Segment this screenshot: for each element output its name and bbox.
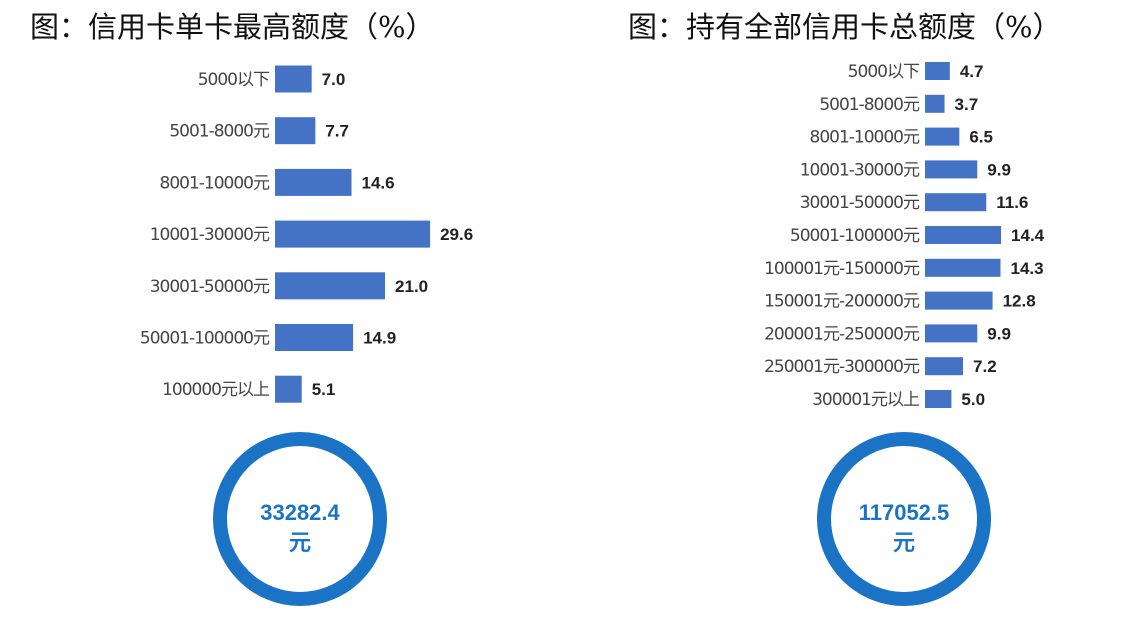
bar: [925, 324, 978, 343]
data-label: 5.0: [961, 390, 985, 409]
summary-value: 117052.5: [859, 500, 950, 525]
bar: [275, 65, 312, 93]
data-label: 7.2: [973, 357, 997, 376]
bar: [275, 272, 386, 300]
category-label: 100000元以上: [162, 380, 270, 400]
bar: [925, 127, 960, 146]
bar: [275, 117, 316, 145]
category-label: 30001-50000元: [150, 277, 270, 297]
bar: [925, 226, 1002, 244]
bar: [925, 291, 993, 310]
category-label: 10001-30000元: [150, 225, 270, 245]
summary-value: 33282.4: [260, 500, 340, 525]
summary-ring: [817, 432, 991, 606]
bar: [925, 390, 952, 408]
data-label: 7.0: [322, 70, 346, 89]
data-label: 11.6: [996, 193, 1028, 212]
bar: [275, 168, 352, 196]
category-label: 100001元-150000元: [764, 259, 920, 279]
data-label: 14.4: [1011, 226, 1045, 245]
category-label: 5000以下: [848, 62, 920, 82]
data-label: 6.5: [969, 128, 993, 147]
bar: [925, 94, 945, 113]
data-label: 9.9: [987, 160, 1011, 179]
bar: [275, 375, 302, 403]
data-label: 4.7: [960, 62, 984, 81]
data-label: 9.9: [987, 324, 1011, 343]
bar: [925, 357, 964, 376]
chart-title-left: 图：信用卡单卡最高额度（%）: [30, 10, 435, 44]
bar: [925, 193, 987, 212]
category-label: 200001元-250000元: [764, 324, 920, 344]
category-label: 300001元以上: [812, 390, 920, 410]
data-label: 3.7: [955, 95, 979, 114]
bar: [925, 258, 1001, 277]
category-label: 50001-100000元: [790, 226, 920, 246]
category-label: 5001-8000元: [169, 122, 270, 142]
data-label: 5.1: [312, 380, 336, 399]
summary-unit: 元: [893, 530, 915, 555]
data-label: 12.8: [1003, 292, 1036, 311]
category-label: 10001-30000元: [800, 160, 920, 180]
summary-ring: [213, 432, 387, 606]
data-label: 21.0: [395, 277, 428, 296]
category-label: 8001-10000元: [160, 173, 270, 193]
category-label: 250001元-300000元: [764, 357, 920, 377]
bar-chart-total-limit: 5000以下 4.7 5001-8000元 3.7 8001-10000元 6.5 1000…: [764, 62, 1045, 606]
category-label: 8001-10000元: [810, 128, 920, 148]
category-label: 5001-8000元: [819, 95, 920, 115]
category-label: 50001-100000元: [140, 329, 270, 349]
category-label: 5000以下: [198, 70, 270, 90]
bar-chart-single-card-limit: 5000以下 7.0 5001-8000元 7.7 8001-10000元 14.6 100…: [140, 65, 473, 606]
data-label: 29.6: [440, 225, 473, 244]
category-label: 150001元-200000元: [764, 292, 920, 312]
chart-title-right: 图：持有全部信用卡总额度（%）: [628, 10, 1062, 44]
bar: [275, 220, 431, 248]
bar: [925, 160, 978, 179]
bar: [925, 62, 950, 80]
category-label: 30001-50000元: [800, 193, 920, 213]
data-label: 7.7: [325, 122, 349, 141]
data-label: 14.3: [1011, 259, 1044, 278]
data-label: 14.9: [363, 329, 396, 348]
summary-unit: 元: [289, 530, 311, 555]
bar: [275, 324, 354, 351]
data-label: 14.6: [362, 173, 395, 192]
